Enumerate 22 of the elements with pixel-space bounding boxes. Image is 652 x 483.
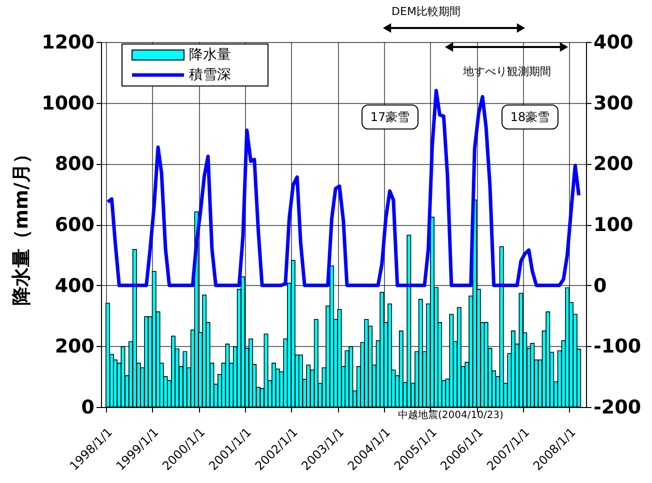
y-tick-label: 600 (54, 214, 94, 236)
line-series (106, 88, 581, 288)
y2-tick-label: 100 (594, 214, 634, 236)
y2-tick-label: 400 (594, 32, 634, 54)
y-axis-title: 降水量（mm/月） (10, 144, 33, 306)
y-tick-label: 1200 (42, 32, 94, 54)
y-tick-label: 1000 (42, 92, 94, 114)
y-tick-label: 200 (54, 336, 94, 358)
legend-label: 積雪深 (189, 67, 231, 83)
y2-tick-label: -100 (594, 336, 642, 358)
y-tick-label: 400 (54, 274, 94, 297)
y2-tick-label: 300 (594, 92, 634, 114)
legend-label: 降水量 (189, 47, 231, 63)
annotation: 17豪雪 (370, 110, 410, 124)
text: 中越地震(2004/10/23) (398, 409, 504, 421)
y-tick-label: 800 (54, 153, 94, 176)
annotation: 18豪雪 (510, 110, 550, 124)
text: DEM比較期間 (392, 5, 460, 18)
y2-tick-label: -200 (594, 396, 642, 418)
y-tick-label: 0 (81, 396, 94, 418)
y2-tick-label: 200 (594, 153, 634, 176)
y2-tick-label: 0 (594, 274, 607, 297)
